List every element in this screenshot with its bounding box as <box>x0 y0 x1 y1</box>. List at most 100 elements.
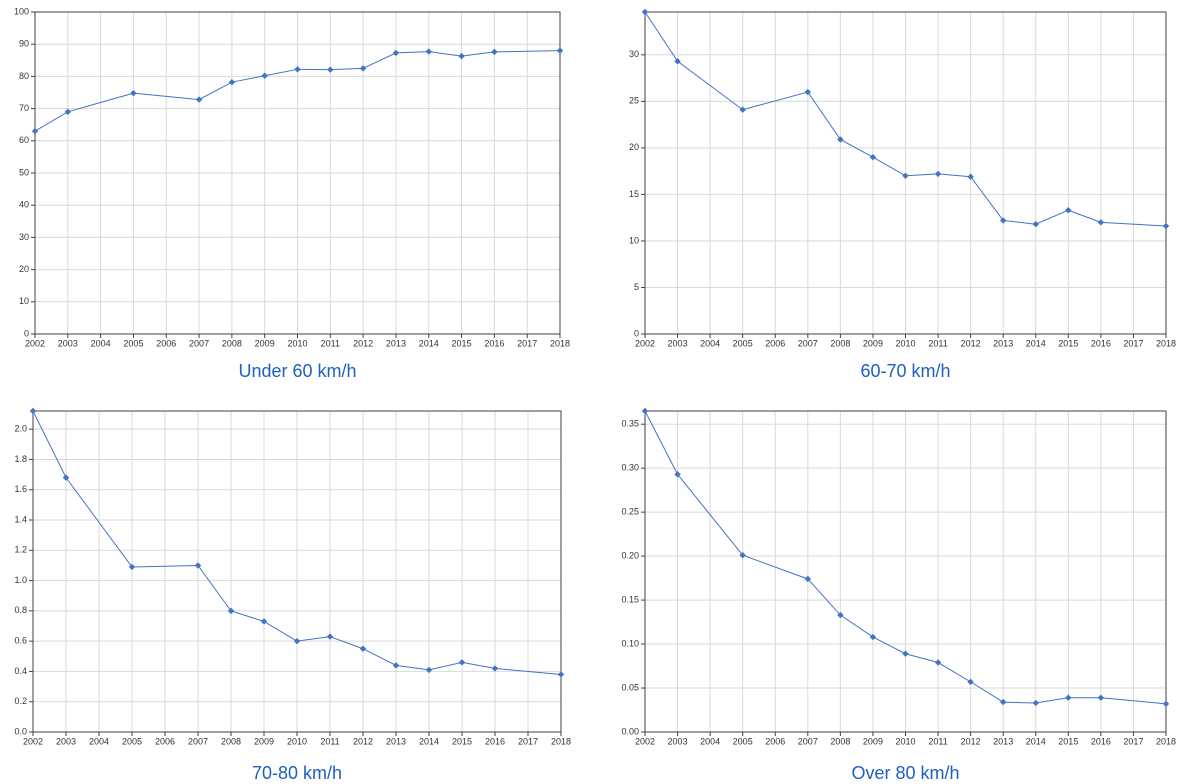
series-line <box>32 410 562 675</box>
y-tick-label: 70 <box>19 103 29 113</box>
data-point <box>556 47 564 54</box>
y-tick-label: 0.35 <box>621 419 639 429</box>
x-tick-label: 2014 <box>1026 338 1046 348</box>
x-tick-label: 2009 <box>254 736 274 746</box>
x-tick-label: 2002 <box>635 736 655 746</box>
chart-title: 70-80 km/h <box>252 763 342 783</box>
x-tick-label: 2013 <box>993 736 1013 746</box>
data-point <box>934 659 942 666</box>
x-tick-label: 2012 <box>961 338 981 348</box>
data-point <box>227 607 235 615</box>
chart-title: Under 60 km/h <box>238 361 356 381</box>
y-tick-label: 0.25 <box>621 507 639 517</box>
data-point <box>1065 207 1072 214</box>
x-tick-label: 2018 <box>551 736 571 746</box>
data-point <box>837 611 844 619</box>
y-tick-label: 100 <box>14 6 29 16</box>
x-tick-label: 2006 <box>765 736 785 746</box>
y-tick-label: 0 <box>24 328 29 338</box>
y-tick-label: 20 <box>629 142 639 152</box>
data-point <box>641 8 649 16</box>
data-point <box>195 96 203 103</box>
data-point <box>260 618 268 625</box>
data-point <box>641 407 649 415</box>
y-tick-label: 30 <box>629 49 639 59</box>
data-point <box>557 671 565 678</box>
x-tick-label: 2015 <box>452 338 472 348</box>
x-tick-label: 2018 <box>1156 338 1176 348</box>
data-point <box>999 698 1007 706</box>
x-tick-label: 2007 <box>188 736 208 746</box>
y-tick-label: 90 <box>19 39 29 49</box>
data-point <box>458 659 466 666</box>
x-tick-label: 2007 <box>798 736 818 746</box>
data-point <box>1097 219 1105 226</box>
y-tick-label: 0.0 <box>14 726 27 736</box>
x-tick-label: 2004 <box>91 338 111 348</box>
x-tick-label: 2016 <box>1091 736 1111 746</box>
x-tick-label: 2015 <box>1058 338 1078 348</box>
data-point <box>1065 694 1072 701</box>
y-tick-label: 80 <box>19 71 29 81</box>
chart-title: 60-70 km/h <box>860 361 950 381</box>
x-tick-label: 2011 <box>321 338 340 348</box>
x-tick-label: 2003 <box>56 736 76 746</box>
x-tick-label: 2014 <box>1026 736 1046 746</box>
x-tick-label: 2017 <box>517 338 537 348</box>
x-tick-label: 2014 <box>419 338 439 348</box>
data-point <box>392 49 400 57</box>
x-tick-label: 2008 <box>830 338 850 348</box>
y-tick-label: 25 <box>629 96 639 106</box>
x-tick-label: 2017 <box>1123 736 1143 746</box>
x-tick-label: 2010 <box>895 736 915 746</box>
x-tick-label: 2011 <box>928 736 947 746</box>
plot-frame <box>644 410 1167 733</box>
x-tick-label: 2015 <box>452 736 472 746</box>
data-point <box>425 48 432 55</box>
x-tick-label: 2004 <box>89 736 109 746</box>
x-tick-label: 2017 <box>1123 338 1143 348</box>
data-point <box>1097 694 1105 701</box>
data-point <box>804 575 812 583</box>
x-tick-label: 2009 <box>863 736 883 746</box>
data-point <box>29 407 37 415</box>
y-tick-label: 30 <box>19 232 29 242</box>
data-point <box>674 58 681 65</box>
y-tick-label: 0.4 <box>14 666 27 676</box>
data-point <box>1162 700 1170 708</box>
data-point <box>294 66 301 73</box>
chart-title: Over 80 km/h <box>851 763 959 783</box>
data-point <box>359 65 367 72</box>
x-tick-label: 2009 <box>255 338 275 348</box>
x-tick-label: 2005 <box>733 338 753 348</box>
data-point <box>64 108 72 116</box>
y-tick-label: 0.05 <box>621 682 639 692</box>
x-tick-label: 2009 <box>863 338 883 348</box>
plot-frame <box>34 11 561 335</box>
x-tick-label: 2016 <box>1091 338 1111 348</box>
data-point <box>739 106 746 113</box>
y-tick-label: 0.6 <box>14 636 27 646</box>
x-tick-label: 2007 <box>798 338 818 348</box>
x-tick-label: 2008 <box>221 736 241 746</box>
data-point <box>491 665 499 672</box>
x-tick-label: 2006 <box>765 338 785 348</box>
x-tick-label: 2013 <box>386 736 406 746</box>
data-point <box>1162 222 1170 230</box>
x-tick-label: 2003 <box>58 338 78 348</box>
y-tick-label: 0.2 <box>14 696 27 706</box>
y-tick-label: 15 <box>629 189 639 199</box>
y-tick-label: 60 <box>19 135 29 145</box>
x-tick-label: 2012 <box>353 736 373 746</box>
x-tick-label: 2011 <box>928 338 947 348</box>
series-line <box>644 410 1167 705</box>
y-tick-label: 40 <box>19 200 29 210</box>
y-tick-label: 2.0 <box>14 424 27 434</box>
x-tick-label: 2003 <box>668 338 688 348</box>
x-tick-label: 2002 <box>635 338 655 348</box>
data-point <box>392 662 400 669</box>
x-tick-label: 2005 <box>123 338 143 348</box>
data-point <box>130 89 137 97</box>
data-point <box>934 170 942 178</box>
